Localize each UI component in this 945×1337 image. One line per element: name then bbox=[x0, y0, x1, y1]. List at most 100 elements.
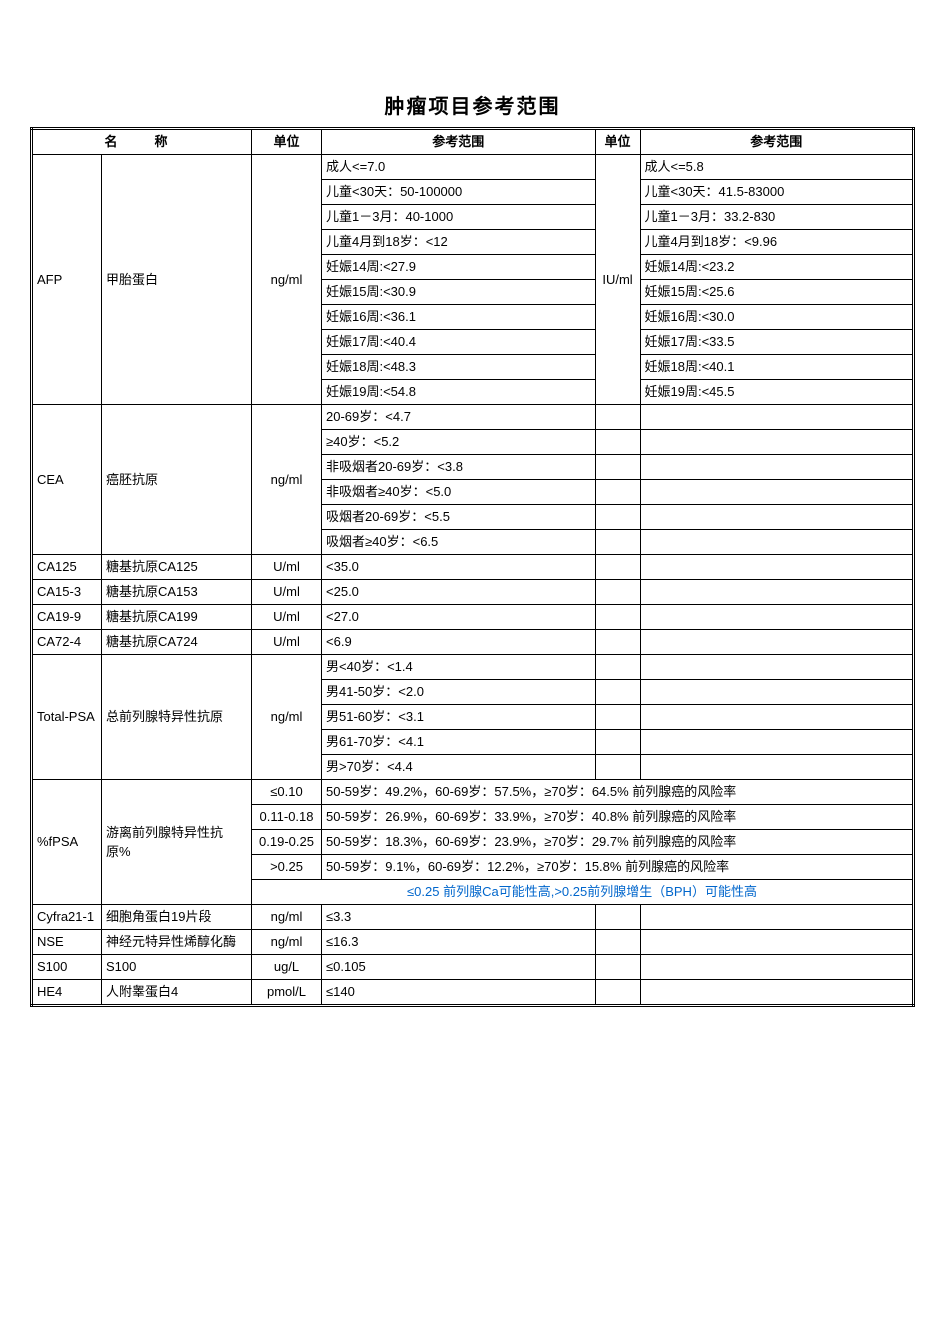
cell-code: CA19-9 bbox=[32, 605, 102, 630]
cell-ref: 20-69岁：<4.7 bbox=[322, 405, 595, 430]
cell-ref2: 成人<=5.8 bbox=[640, 155, 914, 180]
cell-ref: 男61-70岁：<4.1 bbox=[322, 730, 595, 755]
cell-unit: pmol/L bbox=[252, 980, 322, 1006]
cell-ref: 妊娠14周:<27.9 bbox=[322, 255, 595, 280]
cell-code: CA125 bbox=[32, 555, 102, 580]
reference-table: 名 称 单位 参考范围 单位 参考范围 AFP 甲胎蛋白 ng/ml 成人<=7… bbox=[30, 127, 915, 1007]
cell-ref: 儿童4月到18岁：<12 bbox=[322, 230, 595, 255]
table-row: CEA 癌胚抗原 ng/ml 20-69岁：<4.7 bbox=[32, 405, 914, 430]
cell-name: S100 bbox=[102, 955, 252, 980]
cell-name: 糖基抗原CA125 bbox=[102, 555, 252, 580]
table-row: CA19-9 糖基抗原CA199 U/ml <27.0 bbox=[32, 605, 914, 630]
cell-unit2 bbox=[595, 580, 640, 605]
col-name: 名 称 bbox=[32, 129, 252, 155]
cell-ref2 bbox=[640, 705, 914, 730]
cell-ref2 bbox=[640, 405, 914, 430]
cell-ref2: 妊娠14周:<23.2 bbox=[640, 255, 914, 280]
cell-unit: U/ml bbox=[252, 605, 322, 630]
cell-ref: <35.0 bbox=[322, 555, 595, 580]
cell-code: CA15-3 bbox=[32, 580, 102, 605]
cell-unit2 bbox=[595, 555, 640, 580]
cell-unit2 bbox=[595, 505, 640, 530]
cell-ref: ≤0.105 bbox=[322, 955, 595, 980]
cell-name: 神经元特异性烯醇化酶 bbox=[102, 930, 252, 955]
cell-ref2 bbox=[640, 730, 914, 755]
table-row: Cyfra21-1 细胞角蛋白19片段 ng/ml ≤3.3 bbox=[32, 905, 914, 930]
cell-unit: ng/ml bbox=[252, 155, 322, 405]
cell-name: 糖基抗原CA153 bbox=[102, 580, 252, 605]
cell-ref: ≤140 bbox=[322, 980, 595, 1006]
cell-unit2 bbox=[595, 530, 640, 555]
cell-unit2 bbox=[595, 930, 640, 955]
cell-ref: 妊娠16周:<36.1 bbox=[322, 305, 595, 330]
cell-ref: 50-59岁：9.1%，60-69岁：12.2%，≥70岁：15.8% 前列腺癌… bbox=[322, 855, 914, 880]
cell-unit: ug/L bbox=[252, 955, 322, 980]
cell-name: 糖基抗原CA199 bbox=[102, 605, 252, 630]
cell-ref2: 妊娠15周:<25.6 bbox=[640, 280, 914, 305]
cell-ref2 bbox=[640, 430, 914, 455]
cell-ref: 男51-60岁：<3.1 bbox=[322, 705, 595, 730]
cell-unit: ng/ml bbox=[252, 930, 322, 955]
cell-name: 癌胚抗原 bbox=[102, 405, 252, 555]
cell-unit2 bbox=[595, 430, 640, 455]
cell-name: 人附睾蛋白4 bbox=[102, 980, 252, 1006]
cell-ref2 bbox=[640, 630, 914, 655]
cell-ref2 bbox=[640, 930, 914, 955]
cell-unit: ng/ml bbox=[252, 905, 322, 930]
cell-unit: ng/ml bbox=[252, 655, 322, 780]
cell-name: 游离前列腺特异性抗原% bbox=[102, 780, 252, 905]
cell-unit: U/ml bbox=[252, 630, 322, 655]
table-header-row: 名 称 单位 参考范围 单位 参考范围 bbox=[32, 129, 914, 155]
cell-ref2 bbox=[640, 605, 914, 630]
cell-unit: 0.11-0.18 bbox=[252, 805, 322, 830]
cell-note: ≤0.25 前列腺Ca可能性高,>0.25前列腺增生（BPH）可能性高 bbox=[252, 880, 914, 905]
table-row: AFP 甲胎蛋白 ng/ml 成人<=7.0 IU/ml 成人<=5.8 bbox=[32, 155, 914, 180]
cell-ref: <27.0 bbox=[322, 605, 595, 630]
cell-code: Total-PSA bbox=[32, 655, 102, 780]
cell-ref2: 妊娠17周:<33.5 bbox=[640, 330, 914, 355]
cell-unit2 bbox=[595, 980, 640, 1006]
cell-unit2 bbox=[595, 905, 640, 930]
cell-ref2: 妊娠16周:<30.0 bbox=[640, 305, 914, 330]
cell-unit2 bbox=[595, 955, 640, 980]
cell-unit2 bbox=[595, 455, 640, 480]
page-title: 肿瘤项目参考范围 bbox=[30, 90, 915, 119]
table-row: CA72-4 糖基抗原CA724 U/ml <6.9 bbox=[32, 630, 914, 655]
cell-ref2 bbox=[640, 905, 914, 930]
cell-unit2 bbox=[595, 630, 640, 655]
cell-code: NSE bbox=[32, 930, 102, 955]
cell-code: S100 bbox=[32, 955, 102, 980]
cell-ref: 50-59岁：18.3%，60-69岁：23.9%，≥70岁：29.7% 前列腺… bbox=[322, 830, 914, 855]
cell-code: CEA bbox=[32, 405, 102, 555]
cell-ref: 妊娠15周:<30.9 bbox=[322, 280, 595, 305]
cell-ref: 儿童1－3月：40-1000 bbox=[322, 205, 595, 230]
cell-unit: 0.19-0.25 bbox=[252, 830, 322, 855]
cell-ref: 50-59岁：26.9%，60-69岁：33.9%，≥70岁：40.8% 前列腺… bbox=[322, 805, 914, 830]
cell-code: Cyfra21-1 bbox=[32, 905, 102, 930]
col-unit: 单位 bbox=[252, 129, 322, 155]
cell-ref: 吸烟者20-69岁：<5.5 bbox=[322, 505, 595, 530]
cell-ref: 儿童<30天：50-100000 bbox=[322, 180, 595, 205]
cell-ref2 bbox=[640, 680, 914, 705]
cell-ref: <25.0 bbox=[322, 580, 595, 605]
cell-ref2 bbox=[640, 980, 914, 1006]
cell-ref2 bbox=[640, 505, 914, 530]
cell-unit2: IU/ml bbox=[595, 155, 640, 405]
cell-ref: 妊娠17周:<40.4 bbox=[322, 330, 595, 355]
cell-name: 细胞角蛋白19片段 bbox=[102, 905, 252, 930]
cell-ref: ≤3.3 bbox=[322, 905, 595, 930]
cell-ref: 男41-50岁：<2.0 bbox=[322, 680, 595, 705]
cell-code: %fPSA bbox=[32, 780, 102, 905]
cell-ref2: 儿童<30天：41.5-83000 bbox=[640, 180, 914, 205]
cell-ref2: 儿童1－3月：33.2-830 bbox=[640, 205, 914, 230]
cell-unit2 bbox=[595, 480, 640, 505]
cell-ref2: 妊娠18周:<40.1 bbox=[640, 355, 914, 380]
table-row: CA15-3 糖基抗原CA153 U/ml <25.0 bbox=[32, 580, 914, 605]
cell-unit2 bbox=[595, 680, 640, 705]
cell-ref: 50-59岁：49.2%，60-69岁：57.5%，≥70岁：64.5% 前列腺… bbox=[322, 780, 914, 805]
cell-code: CA72-4 bbox=[32, 630, 102, 655]
table-row: Total-PSA 总前列腺特异性抗原 ng/ml 男<40岁：<1.4 bbox=[32, 655, 914, 680]
cell-ref: 非吸烟者20-69岁：<3.8 bbox=[322, 455, 595, 480]
table-row: HE4 人附睾蛋白4 pmol/L ≤140 bbox=[32, 980, 914, 1006]
cell-unit2 bbox=[595, 755, 640, 780]
